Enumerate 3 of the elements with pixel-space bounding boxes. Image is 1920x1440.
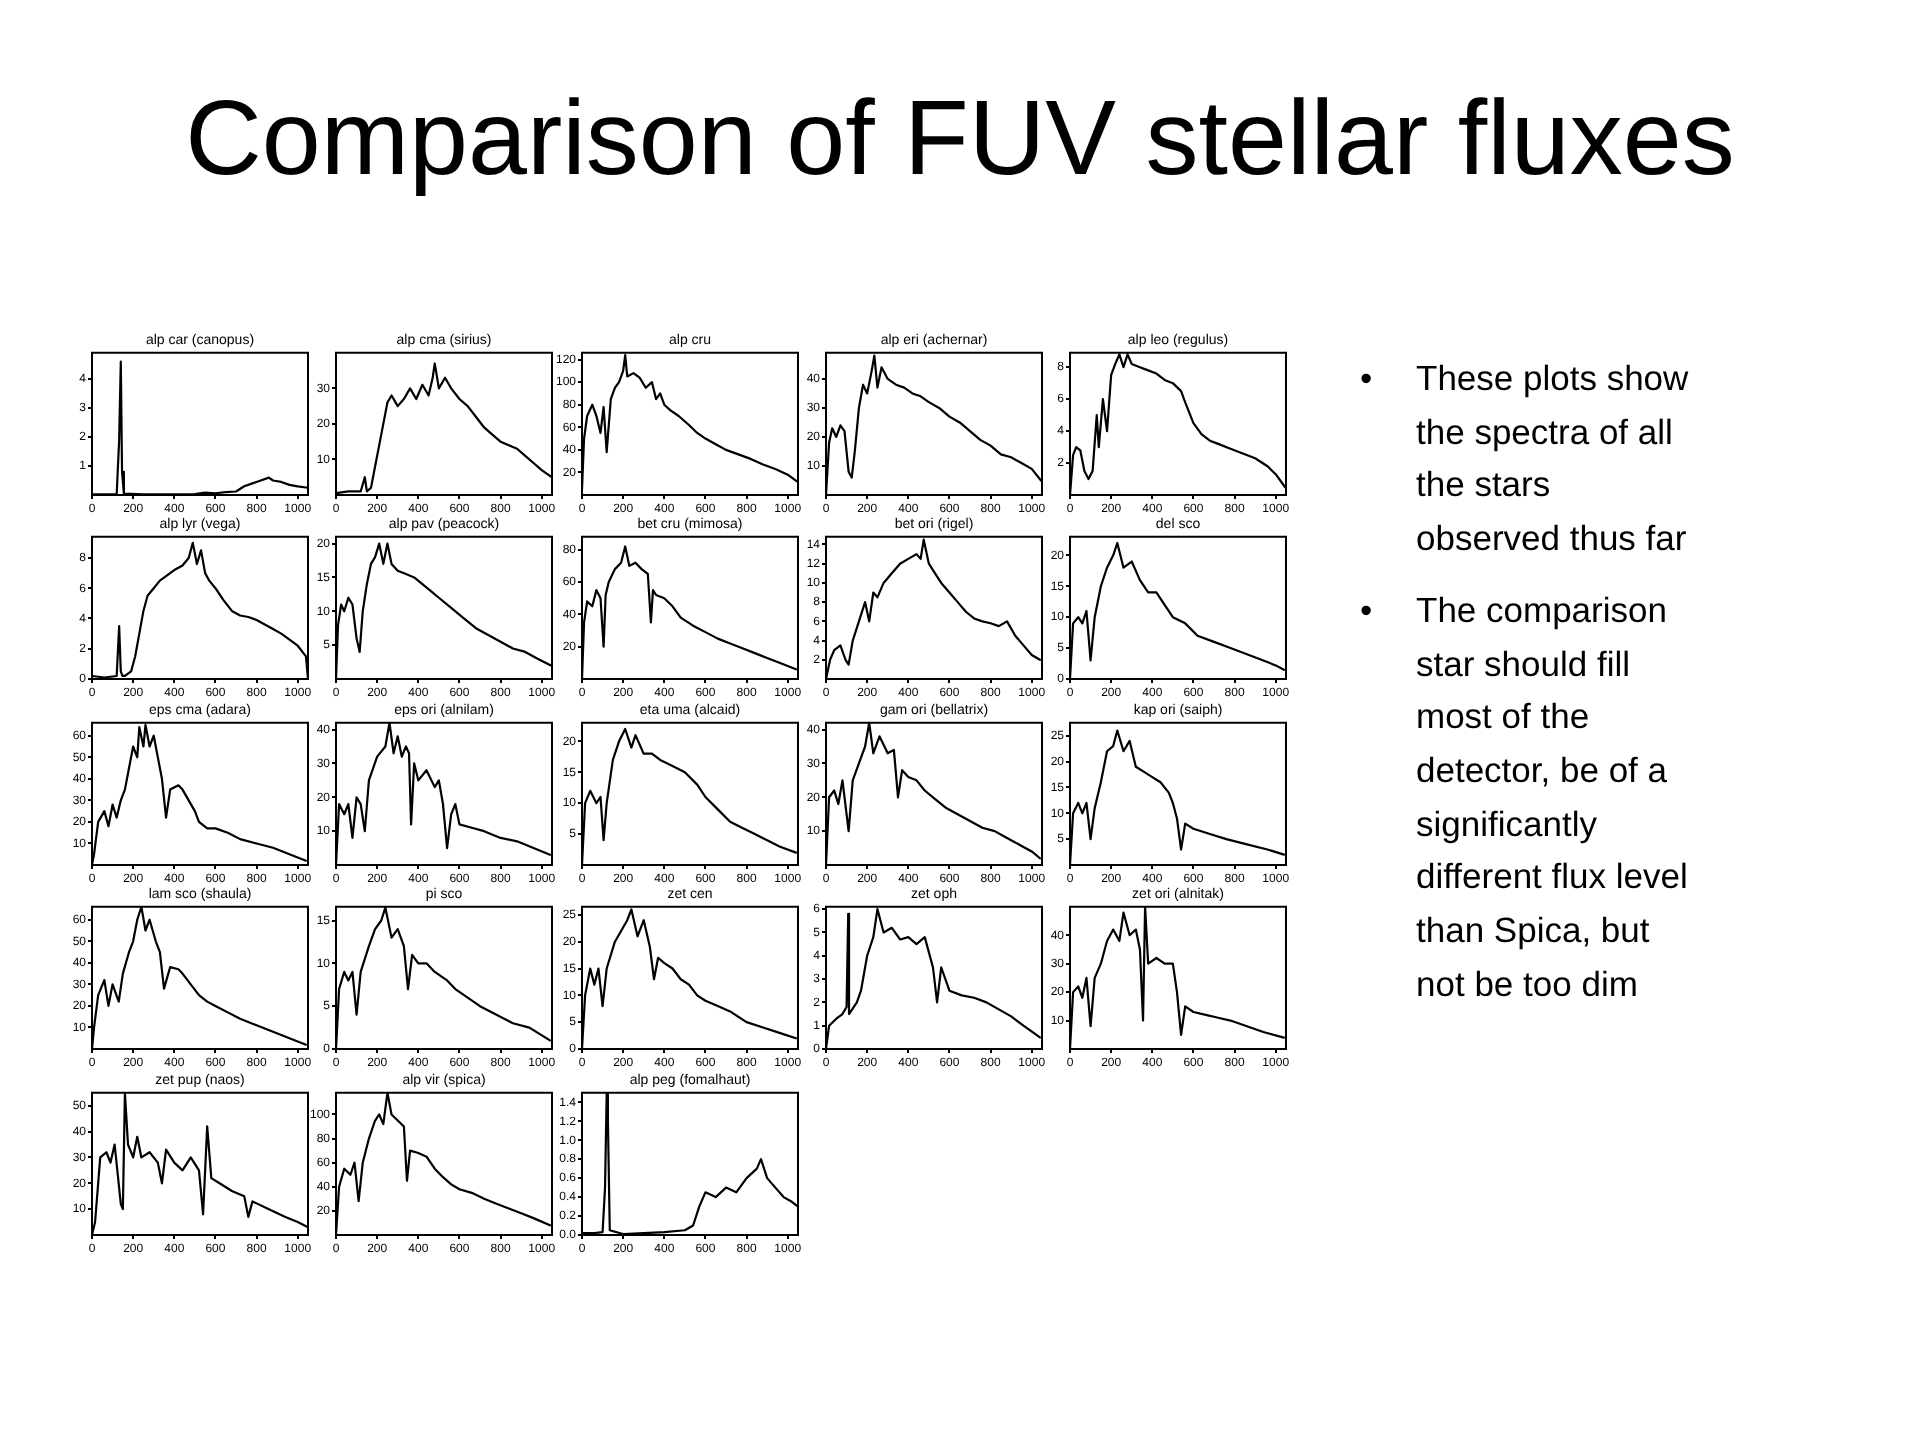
text: Comparison of FUV stellar fluxes — [183, 80, 1737, 200]
text: • The comparison star should fill most of the detector, be of a significantly different flux level than Spica, but not be too dim — [1360, 589, 1688, 1004]
text: • These plots show the spectra of all the stars observed thus far — [1360, 358, 1689, 559]
